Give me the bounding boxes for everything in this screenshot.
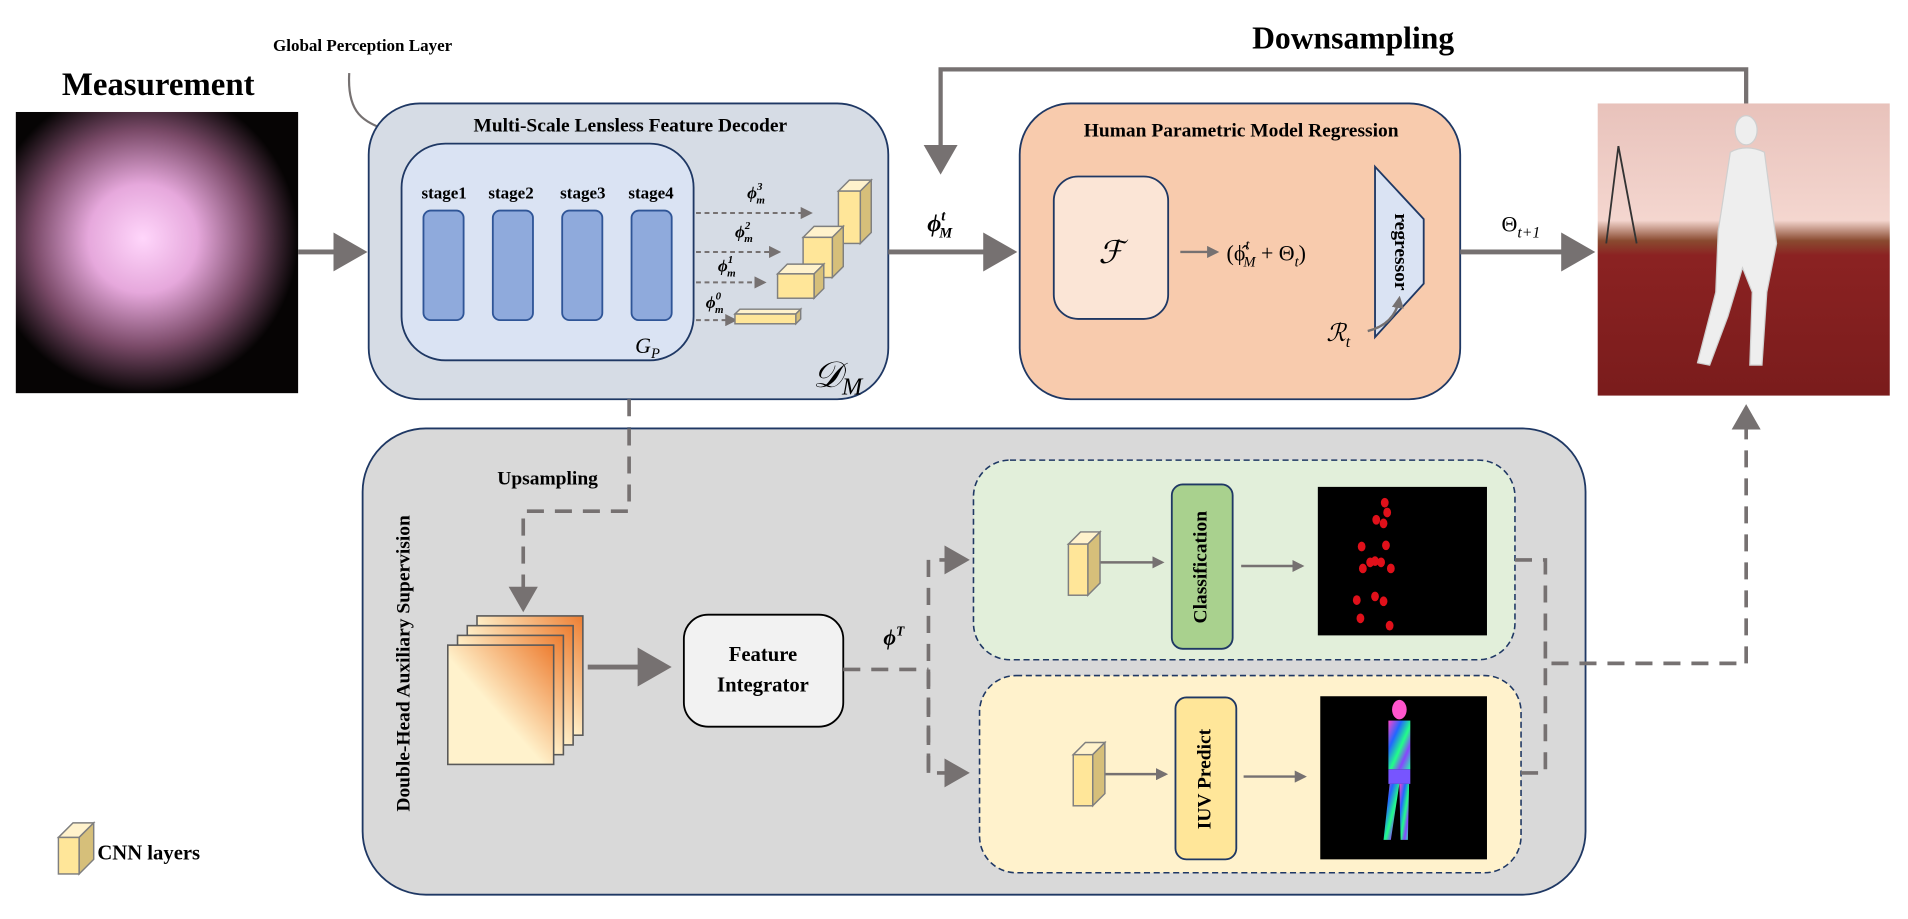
feature-cubes	[733, 178, 874, 326]
feature-integrator-line2: Integrator	[717, 674, 809, 696]
stage-bar	[491, 209, 534, 322]
stage-4: stage4	[628, 183, 674, 322]
keypoint-dot	[1380, 497, 1389, 508]
measurement-image	[15, 111, 299, 394]
f-block	[1052, 175, 1170, 320]
classification-label: Classification	[1191, 511, 1212, 624]
keypoint-dot	[1371, 556, 1379, 567]
cnn-cube-phi0	[733, 307, 803, 326]
auxiliary-title: Double-Head Auxiliary Supervision	[394, 515, 415, 812]
keypoint-dot	[1385, 620, 1394, 631]
stage-label: stage2	[488, 183, 533, 202]
cnn-cube-phi1	[775, 262, 826, 300]
upsampling-label: Upsampling	[497, 468, 598, 489]
cnn-layers-legend-label: CNN layers	[97, 842, 200, 864]
stage-bar	[630, 209, 673, 322]
upsampling-arrow	[508, 428, 631, 613]
stage-bar	[561, 209, 604, 322]
stage-label: stage3	[560, 183, 605, 202]
measurement-label: Measurement	[62, 67, 255, 103]
phi-m2-label: ϕ2 m	[735, 220, 753, 245]
phi-T-label: ϕT	[883, 623, 905, 650]
keypoint-dot	[1356, 613, 1365, 624]
feature-map-stack	[447, 615, 584, 766]
merge-connector	[1514, 558, 1747, 775]
stage-2: stage2	[488, 183, 534, 322]
r-t-label: ℛt	[1326, 320, 1350, 351]
regression-title: Human Parametric Model Regression	[1084, 120, 1399, 141]
downsampling-arrow	[923, 67, 1749, 175]
downsampling-label: Downsampling	[1252, 21, 1454, 56]
keypoint-dot	[1357, 541, 1366, 552]
theta-output-label: Θt+1	[1502, 211, 1541, 241]
keypoint-dot	[1379, 518, 1388, 529]
keypoint-dot	[1383, 507, 1392, 518]
branch-arrows	[843, 545, 970, 788]
cnn-cube-classification	[1066, 530, 1102, 597]
iuv-predict-block[interactable]	[1174, 696, 1238, 861]
global-perception-label: Global Perception Layer	[273, 36, 453, 55]
feature-integrator-line1: Feature	[729, 644, 797, 666]
global-perception-block	[400, 142, 695, 362]
regressor-block	[1374, 164, 1425, 340]
phi-m0-label: ϕ0 m	[706, 290, 724, 315]
stage-label: stage4	[628, 183, 674, 202]
decoder-title: Multi-Scale Lensless Feature Decoder	[473, 115, 787, 136]
iuv-figure	[1383, 699, 1411, 840]
stage-bar	[422, 209, 465, 322]
keypoint-dot	[1358, 563, 1367, 574]
keypoint-dot	[1386, 563, 1395, 574]
stage-1: stage1	[421, 183, 467, 322]
keypoint-dot	[1379, 596, 1388, 607]
stage-label: stage1	[421, 183, 466, 202]
classification-block[interactable]	[1170, 483, 1234, 650]
phi-m3-label: ϕ3 m	[747, 181, 765, 206]
keypoint-dot	[1377, 557, 1386, 568]
keypoint-map	[1317, 486, 1487, 636]
phi-M-label: ϕt M	[927, 208, 953, 241]
keypoint-dot	[1352, 595, 1361, 605]
feature-arrows	[696, 206, 813, 327]
regression-formula: (ϕ̂t M + Θt)	[1227, 238, 1306, 271]
stage-3: stage3	[560, 183, 606, 322]
keypoint-dot	[1372, 514, 1381, 525]
iuv-predict-label: IUV Predict	[1194, 728, 1215, 829]
feature-integrator-block[interactable]	[682, 613, 845, 728]
keypoint-dot	[1382, 540, 1390, 551]
cnn-cube-legend-icon	[56, 821, 96, 876]
r-t-arrow	[1367, 295, 1404, 333]
regressor-label: regressor	[1390, 213, 1411, 290]
phi-m1-label: ϕ1 m	[718, 254, 736, 279]
keypoints	[1352, 497, 1395, 631]
keypoint-dot	[1371, 591, 1379, 602]
gp-label: GP	[635, 333, 660, 362]
output-mesh-image	[1597, 103, 1890, 396]
cnn-cube-iuv	[1071, 740, 1107, 808]
